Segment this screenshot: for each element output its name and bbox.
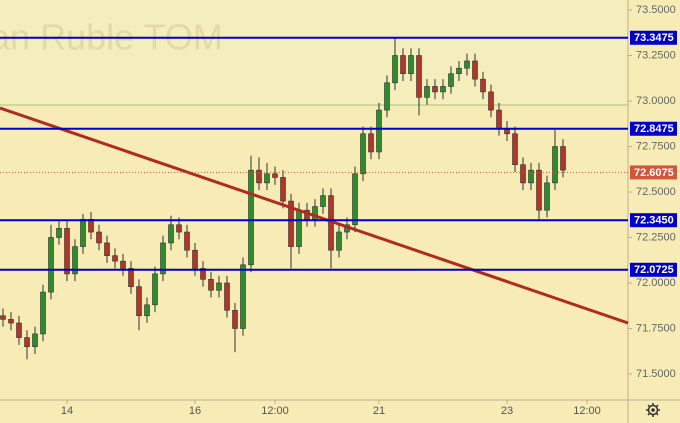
candle-body [248, 169, 254, 266]
candle-body [544, 182, 550, 211]
candle-body [424, 86, 430, 98]
candle-body [392, 55, 398, 84]
x-tick-label: 23 [501, 405, 513, 417]
candle-body [472, 60, 478, 80]
candle-body [152, 273, 158, 306]
candle-body [496, 109, 502, 129]
level-label: 72.3450 [634, 215, 674, 227]
candle-body [120, 260, 126, 269]
candle-body [128, 268, 134, 287]
trend-line [0, 106, 629, 325]
y-tick-label: 72.2500 [636, 231, 676, 243]
candle-body [264, 173, 270, 184]
candle-body [104, 242, 110, 256]
y-tick-label: 72.5000 [636, 186, 676, 198]
candle-body [72, 246, 78, 275]
candle-body [200, 268, 206, 280]
level-label: 73.3475 [634, 32, 674, 44]
candle-body [456, 67, 462, 75]
candle-body [240, 264, 246, 329]
candle-body [80, 218, 86, 247]
candle-body [144, 304, 150, 317]
candle-body [192, 249, 198, 269]
candle-body [184, 231, 190, 251]
candle-body [416, 55, 422, 98]
candle-body [400, 55, 406, 75]
y-tick-label: 73.2500 [636, 49, 676, 61]
x-tick-label: 12:00 [261, 405, 289, 417]
candle-body [480, 78, 486, 93]
candle-body [224, 282, 230, 311]
candle-body [32, 333, 38, 347]
candle-body [0, 315, 6, 320]
candle-body [160, 242, 166, 275]
level-label-box [630, 165, 677, 180]
y-tick-label: 71.5000 [636, 368, 676, 380]
candle-body [512, 133, 518, 165]
candle-body [136, 286, 142, 317]
settings-icon[interactable] [646, 403, 660, 417]
candle-body [280, 177, 286, 202]
candle-body [168, 224, 174, 244]
candle-body [488, 91, 494, 111]
level-label: 72.0725 [634, 264, 674, 276]
candle-body [96, 231, 102, 244]
candle-body [448, 73, 454, 87]
candle-body [56, 228, 62, 238]
overlay: 73.3475 72.8475 72.3450 72.0725 72.6075 [0, 30, 677, 277]
candle-body [528, 169, 534, 184]
candle-body [336, 231, 342, 251]
candle-body [48, 237, 54, 293]
candle-body [272, 173, 278, 178]
x-tick-label: 12:00 [573, 405, 601, 417]
candle-body [112, 255, 118, 262]
candle-body [520, 164, 526, 184]
candle-body [384, 82, 390, 111]
candle-body [376, 109, 382, 153]
candle-body [552, 146, 558, 184]
candle-body [88, 218, 94, 233]
y-tick-label: 73.5000 [636, 4, 676, 16]
y-tick-label: 72.0000 [636, 277, 676, 289]
candle-body [368, 133, 374, 153]
candle-body [560, 146, 566, 171]
candle-body [40, 291, 46, 335]
candle-body [432, 86, 438, 93]
level-label-box [630, 213, 677, 228]
x-tick-label: 16 [189, 405, 201, 417]
candle-body [64, 228, 70, 275]
candle-body [536, 169, 542, 211]
level-label: 72.6075 [634, 167, 674, 179]
level-label-box [630, 262, 677, 277]
level-label-box [630, 30, 677, 45]
candle-body [408, 55, 414, 75]
candle-body [216, 282, 222, 291]
candle-body [176, 224, 182, 233]
y-tick-label: 72.7500 [636, 140, 676, 152]
upper-zone [0, 0, 628, 105]
candle-body [232, 309, 238, 329]
candle-body [352, 173, 358, 226]
candle-body [296, 209, 302, 247]
candle-body [440, 86, 446, 93]
candle-body [256, 169, 262, 184]
level-label-box [630, 121, 677, 136]
candle-body [24, 337, 30, 347]
candle-body [464, 60, 470, 69]
candle-body [288, 200, 294, 247]
candle-body [360, 133, 366, 175]
x-tick-label: 21 [373, 405, 385, 417]
candle-body [16, 322, 22, 338]
y-tick-label: 73.0000 [636, 95, 676, 107]
level-label: 72.8475 [634, 123, 674, 135]
y-tick-label: 71.7500 [636, 322, 676, 334]
candle-body [208, 279, 214, 291]
candle-body [8, 319, 14, 324]
x-tick-label: 14 [61, 405, 73, 417]
candle-body [320, 195, 326, 207]
